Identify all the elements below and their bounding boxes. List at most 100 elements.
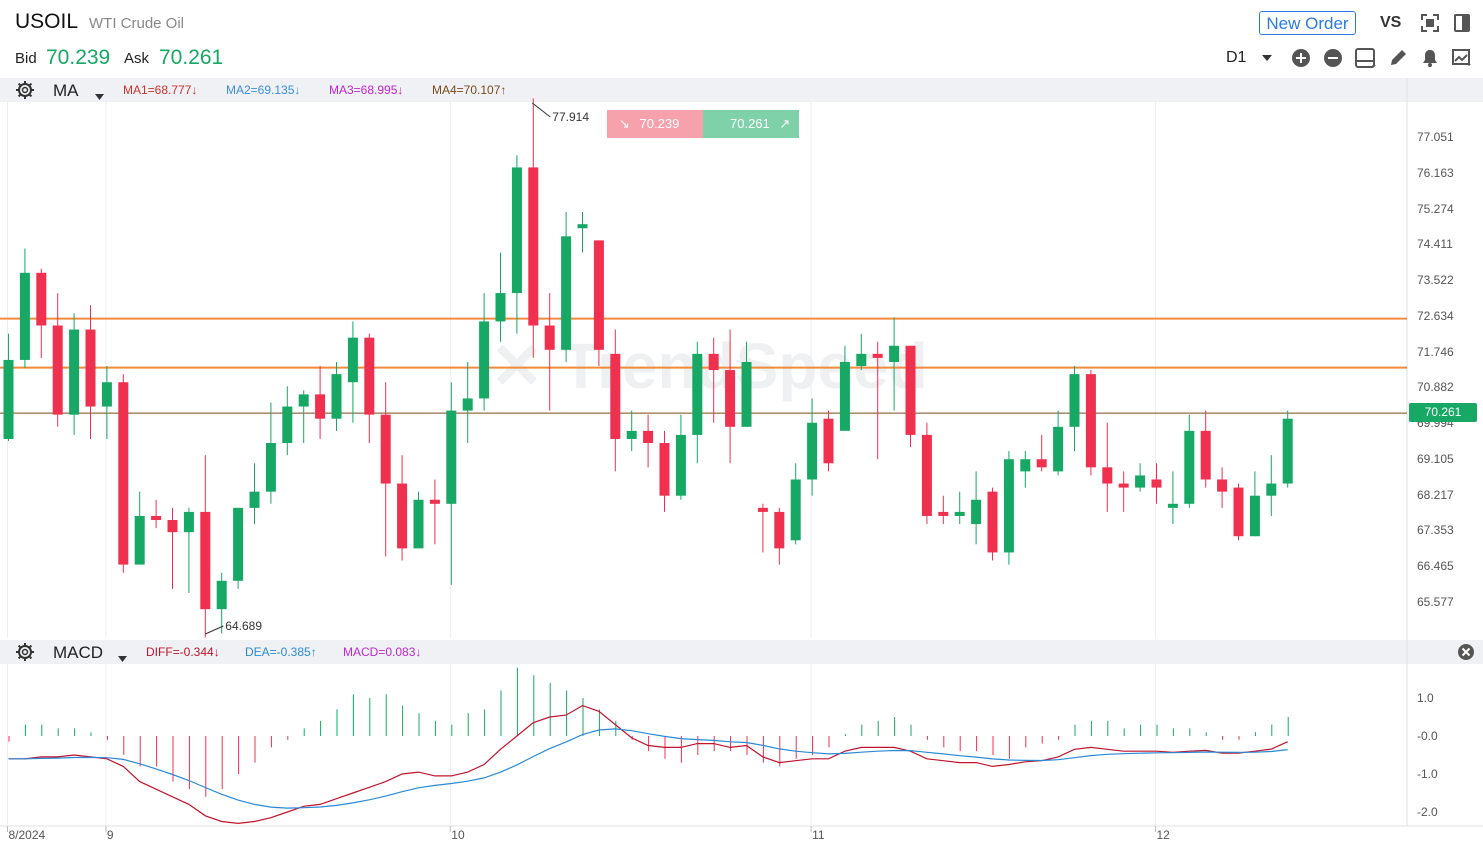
- chevron-down-icon[interactable]: [1256, 47, 1278, 69]
- sell-quote-box[interactable]: ↘ 70.239: [607, 110, 703, 138]
- candle-body: [905, 345, 916, 435]
- candle-body: [807, 422, 818, 480]
- candle-body: [479, 321, 490, 399]
- candle-body: [1085, 374, 1096, 468]
- candle-body: [101, 382, 112, 407]
- time-axis-label: 11: [812, 828, 825, 842]
- watermark-logo: ✕ TrendSpeed: [490, 330, 928, 402]
- candle-body: [987, 491, 998, 553]
- pencil-icon[interactable]: [1387, 47, 1409, 69]
- macd-dea-value: DEA=-0.385↑: [245, 645, 317, 659]
- candle-body: [757, 507, 768, 512]
- price-axis-label: 67.353: [1417, 523, 1454, 537]
- ma3-value: MA3=68.995↓: [329, 83, 404, 97]
- candle-body: [741, 361, 752, 427]
- candle-body: [1069, 374, 1080, 427]
- candle-body: [708, 353, 719, 371]
- candle-body: [528, 167, 539, 326]
- indicator-panel-icon[interactable]: [1355, 47, 1377, 69]
- sub-indicator-select[interactable]: MACD: [53, 643, 104, 662]
- candle-body: [265, 443, 276, 492]
- price-axis-label: 75.274: [1417, 202, 1454, 216]
- price-axis-label: 76.163: [1417, 166, 1454, 180]
- candle-body: [872, 353, 883, 358]
- candle-body: [1217, 479, 1228, 492]
- candle-body: [577, 224, 588, 229]
- candle-body: [659, 443, 670, 496]
- main-indicator-select[interactable]: MA: [53, 81, 79, 100]
- candle-body: [200, 511, 211, 610]
- bell-icon[interactable]: [1419, 47, 1441, 69]
- time-axis-label: 12: [1157, 828, 1171, 842]
- candle-body: [1020, 459, 1031, 472]
- candle-body: [216, 580, 227, 610]
- price-axis-label: 68.217: [1417, 488, 1454, 502]
- candle-body: [331, 374, 342, 419]
- candle-body: [19, 272, 30, 360]
- candle-body: [1118, 483, 1129, 488]
- candle-body: [643, 430, 654, 444]
- candle-body: [889, 345, 900, 362]
- candle-body: [626, 430, 637, 439]
- candle-body: [1249, 495, 1260, 537]
- candle-body: [495, 293, 506, 322]
- candle-body: [675, 434, 686, 496]
- candle-body: [52, 325, 63, 415]
- watermark-text: ✕ TrendSpeed: [490, 330, 928, 402]
- symbol-title: USOIL: [15, 10, 79, 33]
- candle-body: [610, 353, 621, 439]
- gear-icon[interactable]: [14, 79, 36, 101]
- price-axis-label: 71.746: [1417, 345, 1454, 359]
- current-price-tag: 70.261: [1409, 403, 1477, 422]
- candle-body: [429, 499, 440, 504]
- candle-body: [282, 406, 293, 444]
- zoom-in-icon[interactable]: [1290, 47, 1312, 69]
- sub-indicator-bar: MACD DIFF=-0.344↓ DEA=-0.385↑ MACD=0.083…: [0, 640, 1483, 664]
- header: USOIL WTI Crude Oil Bid 70.239 Ask 70.26…: [0, 0, 1483, 78]
- timeframe-select[interactable]: D1: [1226, 49, 1247, 66]
- gear-icon[interactable]: [14, 641, 36, 663]
- macd-diff-value: DIFF=-0.344↓: [146, 645, 220, 659]
- price-axis-label: 69.105: [1417, 452, 1454, 466]
- candle-body: [823, 418, 834, 464]
- new-order-button[interactable]: New Order: [1259, 11, 1356, 35]
- macd-diff-line: [8, 704, 1288, 825]
- compare-button[interactable]: VS: [1380, 14, 1402, 31]
- chart-type-icon[interactable]: [1451, 47, 1473, 69]
- candle-body: [183, 511, 194, 533]
- time-axis-label: 9: [107, 828, 114, 842]
- macd-axis-label: 1.0: [1417, 691, 1434, 705]
- candle-body: [3, 359, 14, 439]
- candle-body: [315, 394, 326, 419]
- candle-body: [413, 499, 424, 549]
- zoom-out-icon[interactable]: [1322, 47, 1344, 69]
- candle-body: [397, 483, 408, 549]
- fullscreen-icon[interactable]: [1419, 12, 1441, 34]
- candle-body: [692, 353, 703, 435]
- price-axis-label: 70.882: [1417, 380, 1454, 394]
- symbol-description: WTI Crude Oil: [89, 15, 185, 32]
- close-icon[interactable]: [1455, 641, 1477, 663]
- chevron-down-icon[interactable]: [95, 87, 104, 105]
- buy-quote-box[interactable]: 70.261 ↗: [703, 110, 799, 138]
- candle-body: [36, 272, 47, 326]
- price-axis-label: 74.411: [1417, 237, 1453, 251]
- candle-body: [856, 353, 867, 367]
- candle-body: [511, 167, 522, 294]
- candle-body: [593, 240, 604, 350]
- candle-body: [233, 507, 244, 581]
- candle-body: [1184, 430, 1195, 504]
- candle-body: [1135, 475, 1146, 488]
- candle-body: [938, 511, 949, 516]
- chevron-down-icon[interactable]: [118, 649, 127, 667]
- candle-body: [1282, 418, 1293, 484]
- ma4-value: MA4=70.107↑: [432, 83, 507, 97]
- candle-body: [151, 515, 162, 521]
- time-axis-label: 8/2024: [9, 828, 46, 842]
- candle-body: [380, 414, 391, 484]
- price-axis-label: 66.465: [1417, 559, 1454, 573]
- candle-body: [954, 511, 965, 516]
- candle-body: [167, 520, 178, 533]
- layout-icon[interactable]: [1451, 12, 1473, 34]
- candle-body: [725, 370, 736, 427]
